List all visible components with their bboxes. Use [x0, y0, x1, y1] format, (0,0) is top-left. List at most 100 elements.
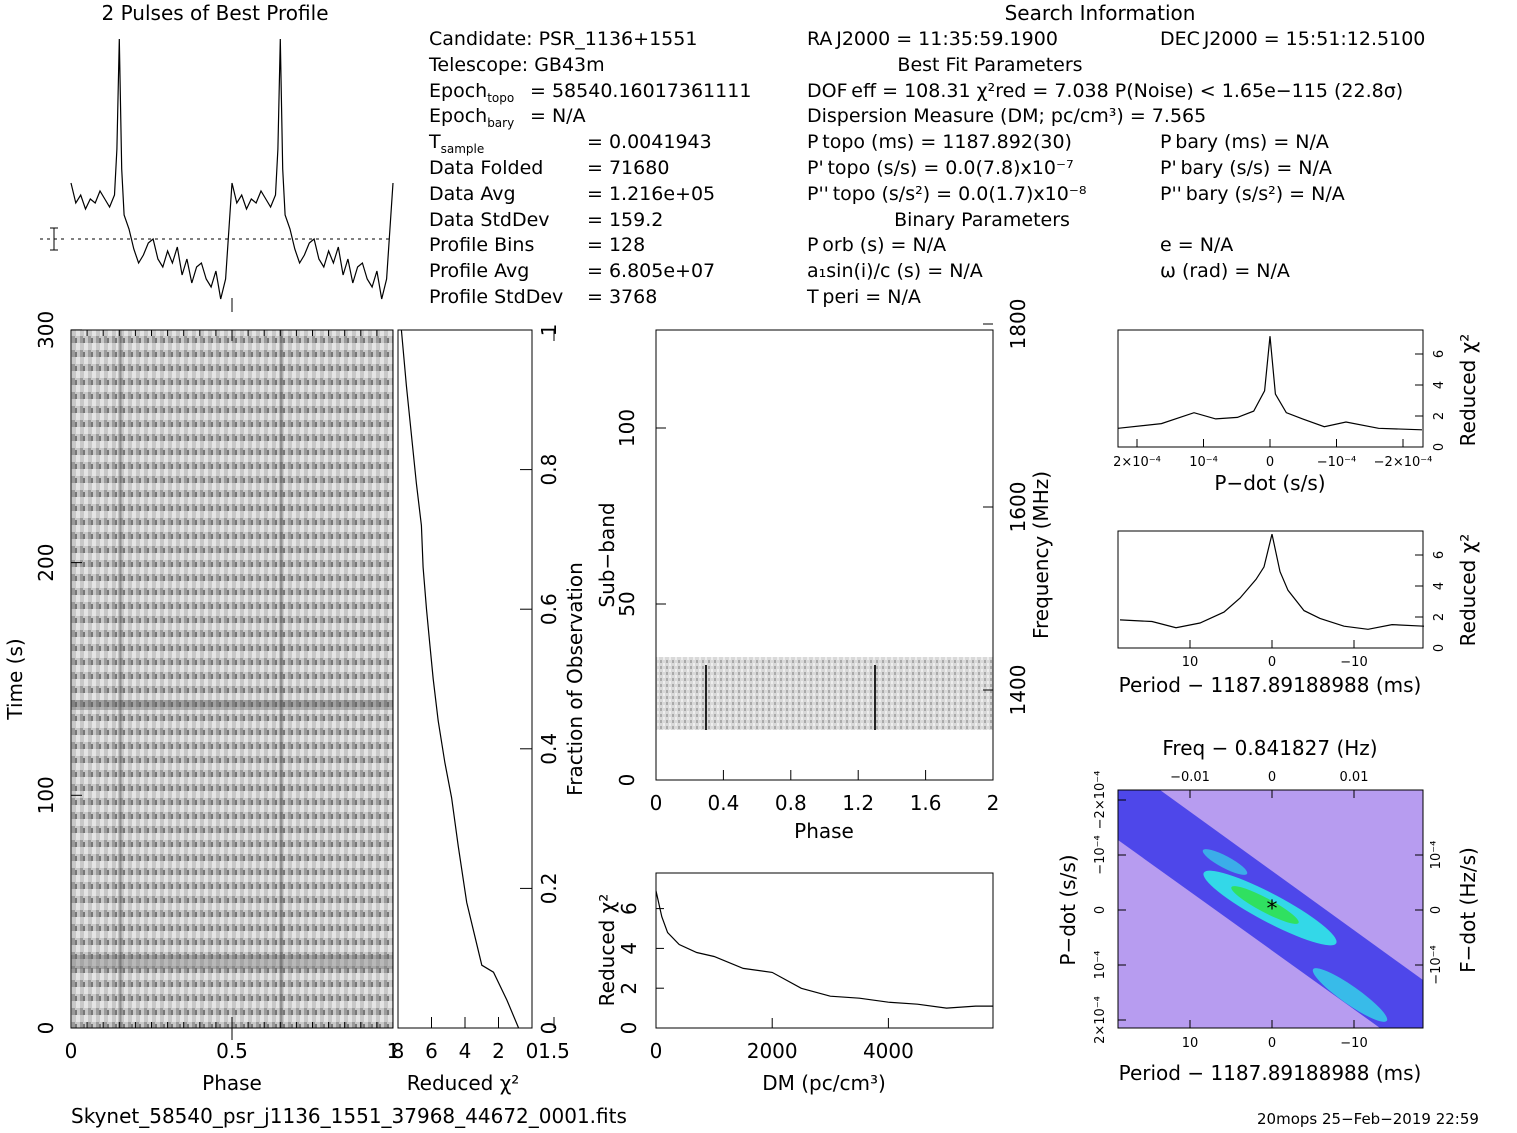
- dof-text: DOF eff = 108.31 χ²red = 7.038 P(Noise) …: [807, 80, 1404, 102]
- phase-tick-label: 1.5: [538, 1039, 570, 1063]
- dm-tick-label: 2000: [747, 1039, 798, 1063]
- redchi-tick-label: 4: [459, 1039, 472, 1063]
- time-phase-band: [71, 955, 393, 969]
- phase-axis-label: Phase: [202, 1071, 262, 1095]
- time-phase-image: [71, 330, 393, 1028]
- ppdot-x-label: Period − 1187.89188988 (ms): [1119, 1061, 1422, 1085]
- period-chi-label: Reduced χ²: [1456, 534, 1480, 647]
- subband-axis-label: Sub−band: [595, 502, 619, 607]
- info-left-value: = 58540.16017361111: [530, 79, 752, 102]
- fdot-tick-label: 0: [1429, 906, 1444, 914]
- info-left-subscript: bary: [487, 116, 515, 131]
- ptopo-text: P topo (ms) = 1187.892(30): [807, 131, 1072, 153]
- freq-tick-label: 1600: [1006, 482, 1030, 533]
- period-line: [1119, 533, 1425, 630]
- subband-image: [656, 657, 993, 730]
- dm-panel: [655, 872, 994, 1029]
- subband-phase-label: Phase: [794, 819, 854, 843]
- chi-tick-label: 4: [1432, 582, 1447, 590]
- dm-text: Dispersion Measure (DM; pc/cm³) = 7.565: [807, 105, 1207, 127]
- freq-tick-label: 1400: [1006, 665, 1030, 716]
- subband-phase-tick-label: 1.6: [910, 791, 942, 815]
- redchi-fraction-panel: [397, 329, 533, 1029]
- period-tick-label: −10: [1340, 655, 1367, 670]
- ppdot-frame: [1117, 789, 1424, 1029]
- phase-tick-label: 0: [65, 1039, 78, 1063]
- dec-text: DEC J2000 = 15:51:12.5100: [1160, 28, 1426, 50]
- dm-chi-tick-label: 2: [617, 982, 641, 995]
- subband-phase-tick-label: 1.2: [842, 791, 874, 815]
- subband-phase-tick-label: 0: [650, 791, 663, 815]
- info-left-subscript: topo: [487, 90, 515, 105]
- time-tick-label: 300: [34, 311, 58, 349]
- pdot-tick-label: −2×10⁻⁴: [1374, 455, 1433, 470]
- period-tick-label: 0: [1268, 655, 1276, 670]
- dm-chi-tick-label: 4: [617, 942, 641, 955]
- pdot-line: [1117, 336, 1423, 431]
- redchi-tick-label: 8: [392, 1039, 405, 1063]
- info-left-value: = 128: [587, 234, 646, 257]
- pdot-tick-label: 2×10⁻⁴: [1113, 455, 1161, 470]
- subband-tick-label: 50: [615, 591, 639, 616]
- info-left-label: Candidate: PSR_1136+1551: [429, 28, 698, 50]
- subband-phase-tick-label: 2: [987, 791, 1000, 815]
- freq-top-tick-label: 0: [1268, 770, 1276, 785]
- subband-frame: [655, 329, 994, 781]
- pddbary-text: P'' bary (s/s²) = N/A: [1160, 183, 1345, 205]
- redchi-line: [400, 329, 520, 1029]
- pdbary-text: P' bary (s/s) = N/A: [1160, 157, 1332, 179]
- info-left-label: Telescope: GB43m: [429, 53, 605, 76]
- chi-tick-label: 2: [1432, 613, 1447, 621]
- ppdot-green-peak: [1231, 886, 1299, 924]
- info-left-label: Tsample: [429, 131, 485, 156]
- time-axis-label: Time (s): [3, 638, 27, 720]
- error-bar-icon: [50, 227, 58, 251]
- best-profile-title: 2 Pulses of Best Profile: [102, 1, 329, 25]
- time-tick-label: 200: [34, 544, 58, 582]
- porb-text: P orb (s) = N/A: [807, 234, 947, 256]
- fraction-tick-label: 1: [537, 324, 561, 337]
- info-left-value: = 6.805e+07: [587, 260, 716, 283]
- redchi-tick-label: 6: [425, 1039, 438, 1063]
- ppdot-y-tick-label: 0: [1093, 906, 1108, 914]
- phase-tick-label: 0.5: [216, 1039, 248, 1063]
- pdot-tick-label: −10⁻⁴: [1317, 455, 1357, 470]
- pdot-chi-label: Reduced χ²: [1456, 334, 1480, 447]
- info-left-value: = 71680: [587, 157, 670, 179]
- a1-text: a₁sin(i)/c (s) = N/A: [807, 260, 983, 282]
- pddtopo-text: P'' topo (s/s²) = 0.0(1.7)x10⁻⁸: [807, 183, 1087, 205]
- info-left-label: Data StdDev: [429, 208, 550, 231]
- info-left-value: = N/A: [530, 105, 586, 128]
- chi-tick-label: 0: [1432, 443, 1447, 451]
- chi-tick-label: 6: [1432, 551, 1447, 559]
- best-fit-marker-icon: *: [1267, 897, 1278, 922]
- subband-phase-tick-label: 0.8: [775, 791, 807, 815]
- info-left-value: = 3768: [587, 286, 658, 308]
- redchi-fraction-frame: [397, 329, 533, 1029]
- ppdot-y-tick-label: −2×10⁻⁴: [1093, 771, 1108, 830]
- time-phase-panel: [70, 329, 394, 1040]
- info-left-label: Epochtopo: [429, 79, 515, 105]
- ppdot-cyan-upper: [1202, 849, 1248, 875]
- ppdot-y-tick-label: 10⁻⁴: [1093, 951, 1108, 980]
- subband-tick-label: 0: [615, 774, 639, 787]
- omega-text: ω (rad) = N/A: [1160, 260, 1290, 282]
- dm-chi-tick-label: 6: [617, 902, 641, 915]
- freq-top-label: Freq − 0.841827 (Hz): [1162, 736, 1377, 760]
- fraction-tick-label: 0: [537, 1022, 561, 1035]
- pdot-tick-label: 10⁻⁴: [1189, 455, 1218, 470]
- period-frame: [1117, 530, 1424, 649]
- ppdot-y-tick-label: −10⁻⁴: [1093, 835, 1108, 875]
- fdot-label: F−dot (Hz/s): [1456, 847, 1480, 973]
- frequency-axis-label: Frequency (MHz): [1029, 471, 1053, 639]
- fraction-tick-label: 0.2: [537, 872, 561, 904]
- chi-tick-label: 2: [1432, 412, 1447, 420]
- ra-text: RA J2000 = 11:35:59.1900: [807, 28, 1058, 50]
- redchi-tick-label: 2: [492, 1039, 505, 1063]
- ppdot-y-label: P−dot (s/s): [1056, 854, 1080, 965]
- fraction-tick-label: 0.6: [537, 593, 561, 625]
- freq-tick-label: 1800: [1006, 299, 1030, 350]
- freq-top-tick-label: 0.01: [1340, 770, 1369, 785]
- pdot-panel: [1117, 329, 1424, 448]
- period-panel: [1117, 530, 1425, 649]
